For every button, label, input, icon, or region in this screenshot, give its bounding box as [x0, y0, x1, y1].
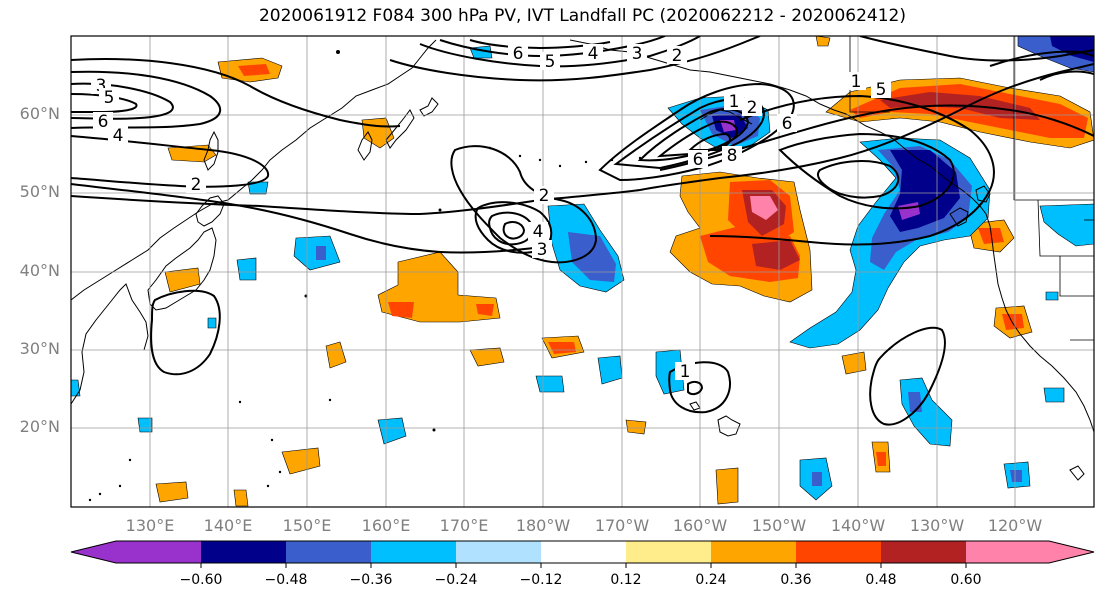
lat-label: 20°N — [19, 417, 60, 436]
lon-label: 130°W — [909, 516, 965, 535]
colorbar-tick-label: −0.24 — [434, 572, 478, 588]
colorbar-tick-label: −0.36 — [349, 572, 393, 588]
lon-label: 150°W — [751, 516, 807, 535]
contour-label: 5 — [545, 52, 556, 72]
lon-label: 140°W — [830, 516, 886, 535]
contour-label: 3 — [537, 240, 548, 260]
lon-label: 180°W — [515, 516, 571, 535]
lon-label: 120°W — [987, 516, 1043, 535]
colorbar-segment — [201, 541, 286, 563]
contour-label: 3 — [96, 76, 107, 96]
lat-label: 60°N — [19, 104, 60, 123]
colorbar-segment — [371, 541, 456, 563]
lon-label: 140°E — [203, 516, 253, 535]
colorbar-segment — [796, 541, 881, 563]
colorbar-segment — [541, 541, 626, 563]
lat-label: 40°N — [19, 261, 60, 280]
colorbar-tick-label: −0.12 — [519, 572, 563, 588]
gridlines — [71, 36, 1094, 507]
contour-label: 1 — [729, 92, 740, 112]
contour-label: 2 — [539, 186, 550, 206]
lon-label: 170°E — [439, 516, 489, 535]
lon-label: 170°W — [594, 516, 650, 535]
colorbar-segment — [456, 541, 541, 563]
colorbar-extend-max — [1049, 541, 1094, 563]
map-frame — [70, 35, 1095, 508]
contour-label: 6 — [693, 150, 704, 170]
contour-label: 5 — [104, 88, 115, 108]
colorbar — [70, 540, 1095, 568]
colorbar-tick-label: 0.60 — [950, 572, 982, 588]
lat-label: 30°N — [19, 339, 60, 358]
colorbar-segment — [116, 541, 201, 563]
colorbar-tick-label: −0.48 — [264, 572, 308, 588]
contour-label: 2 — [747, 98, 758, 118]
lon-label: 160°W — [672, 516, 728, 535]
contour-label: 4 — [113, 126, 124, 146]
lon-label: 150°E — [282, 516, 332, 535]
contour-label: 1 — [680, 362, 691, 382]
contour-label: 6 — [782, 114, 793, 134]
map-title: 2020061912 F084 300 hPa PV, IVT Landfall… — [258, 6, 906, 26]
colorbar-tick-label: −0.60 — [179, 572, 223, 588]
contour-label: 2 — [672, 46, 683, 66]
colorbar-segment — [286, 541, 371, 563]
colorbar-segment — [711, 541, 796, 563]
contour-label: 6 — [98, 112, 109, 132]
colorbar-segment — [626, 541, 711, 563]
colorbar-segment — [966, 541, 1049, 563]
lon-label: 160°E — [361, 516, 411, 535]
colorbar-tick-label: 0.48 — [865, 572, 897, 588]
contour-label: 6 — [513, 44, 524, 64]
colorbar-tick-label: 0.12 — [610, 572, 642, 588]
colorbar-tick-label: 0.24 — [695, 572, 727, 588]
contour-labels: 3 5 6 4 2 6 5 4 3 2 1 2 6 8 — [91, 44, 891, 382]
contour-label: 5 — [876, 80, 887, 100]
colorbar-extend-min — [71, 541, 116, 563]
lon-label: 130°E — [125, 516, 175, 535]
contour-label: 1 — [851, 72, 862, 92]
colorbar-tick-label: 0.36 — [780, 572, 812, 588]
lat-label: 50°N — [19, 182, 60, 201]
map-plot-area: 3 5 6 4 2 6 5 4 3 2 1 2 6 8 — [71, 36, 1094, 507]
contour-label: 4 — [588, 44, 599, 64]
colorbar-segment — [881, 541, 966, 563]
pv-contours — [71, 36, 1094, 426]
contour-label: 8 — [727, 146, 738, 166]
contour-label: 4 — [533, 222, 544, 242]
contour-label: 3 — [632, 44, 643, 64]
contour-label: 2 — [191, 175, 202, 195]
colorbar-outline — [70, 540, 1095, 564]
